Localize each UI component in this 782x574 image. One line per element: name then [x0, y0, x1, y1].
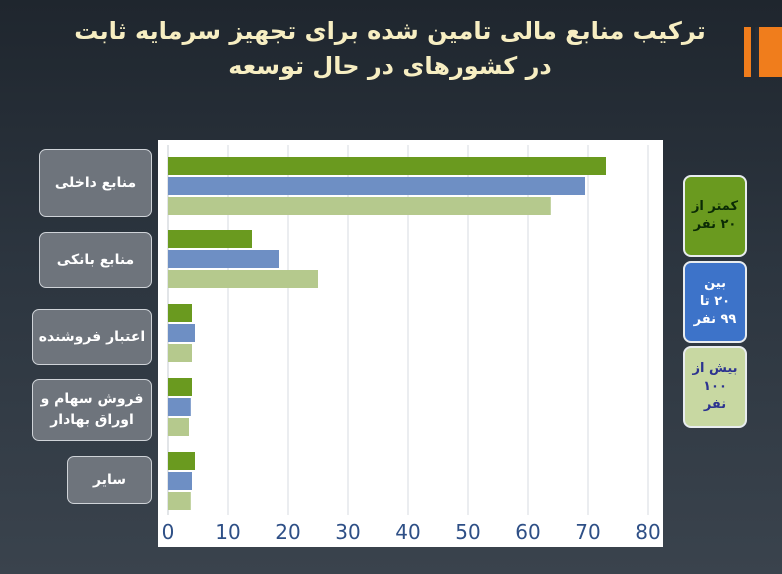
legend-item-over-100: بیش از ۱۰۰ نفر [683, 346, 747, 428]
legend-label: کمتر از ۲۰ نفر [691, 199, 739, 232]
category-label-text: منابع بانکی [56, 251, 135, 268]
bar-series-1-cat-0 [168, 177, 585, 195]
bar-chart: 0 10 20 30 40 50 60 70 80 [162, 145, 661, 544]
x-tick-label: 50 [455, 520, 480, 544]
bar-series-2-cat-4 [168, 492, 191, 510]
accent-bar-right [755, 27, 782, 77]
title-line-1: ترکیب منابع مالی تامین شده برای تجهیز سر… [74, 17, 706, 45]
legend-label: بیش از ۱۰۰ نفر [692, 361, 738, 412]
category-label-internal-sources: منابع داخلی [39, 149, 152, 217]
bar-series-0-cat-3 [168, 378, 192, 396]
bar-series-1-cat-2 [168, 324, 195, 342]
bar-series-2-cat-0 [168, 197, 551, 215]
x-tick-label: 10 [215, 520, 240, 544]
bar-series-2-cat-3 [168, 418, 189, 436]
x-tick-label: 20 [275, 520, 300, 544]
page-title: ترکیب منابع مالی تامین شده برای تجهیز سر… [60, 14, 720, 84]
bar-series-0-cat-0 [168, 157, 606, 175]
bar-series-1-cat-1 [168, 250, 279, 268]
accent-bar-left [744, 27, 751, 77]
title-line-2: در کشورهای در حال توسعه [228, 52, 552, 80]
chart-panel: 0 10 20 30 40 50 60 70 80 [158, 140, 663, 547]
bar-series-2-cat-2 [168, 344, 192, 362]
x-tick-label: 30 [335, 520, 360, 544]
legend-label: بین ۲۰ تا ۹۹ نفر [693, 276, 737, 327]
bar-series-0-cat-2 [168, 304, 192, 322]
bar-series-1-cat-3 [168, 398, 191, 416]
category-label-vendor-credit: اعتبار فروشنده [32, 309, 152, 365]
x-tick-label: 70 [575, 520, 600, 544]
category-label-text: منابع داخلی [54, 174, 137, 191]
category-label-text: فروش سهام و اوراق بهادار [40, 391, 144, 428]
category-label-stocks-bonds: فروش سهام و اوراق بهادار [32, 379, 152, 441]
bar-series-2-cat-1 [168, 270, 318, 288]
category-label-text: اعتبار فروشنده [38, 328, 146, 345]
x-tick-label: 80 [635, 520, 660, 544]
category-label-other: سایر [67, 456, 152, 504]
bar-series-0-cat-4 [168, 452, 195, 470]
x-tick-label: 40 [395, 520, 420, 544]
bar-series-0-cat-1 [168, 230, 252, 248]
x-tick-label: 0 [162, 520, 175, 544]
category-label-bank-sources: منابع بانکی [39, 232, 152, 288]
bar-series-1-cat-4 [168, 472, 192, 490]
x-tick-label: 60 [515, 520, 540, 544]
legend-item-under-20: کمتر از ۲۰ نفر [683, 175, 747, 257]
category-label-text: سایر [93, 471, 126, 488]
legend-item-20-to-99: بین ۲۰ تا ۹۹ نفر [683, 261, 747, 343]
